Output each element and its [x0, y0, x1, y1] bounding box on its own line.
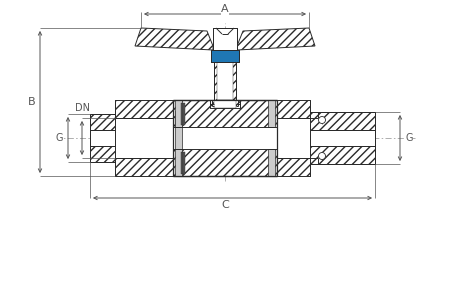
Bar	[277, 118, 310, 158]
Bar	[90, 130, 115, 146]
Bar	[277, 158, 310, 176]
Bar	[210, 100, 240, 108]
Polygon shape	[237, 28, 315, 50]
Bar	[175, 111, 182, 176]
Bar	[217, 62, 233, 100]
Text: G: G	[55, 133, 63, 143]
Text: C: C	[221, 200, 229, 210]
Bar	[115, 118, 173, 158]
Bar	[173, 100, 277, 176]
Bar	[214, 62, 236, 100]
Polygon shape	[135, 28, 213, 50]
Bar	[214, 100, 236, 108]
Circle shape	[319, 116, 325, 124]
Bar	[211, 50, 239, 62]
Text: DN: DN	[75, 103, 90, 113]
Bar	[183, 103, 185, 125]
Bar	[115, 158, 173, 176]
Text: G: G	[405, 133, 413, 143]
Bar	[268, 149, 275, 176]
Bar	[90, 114, 115, 162]
Bar	[211, 50, 239, 62]
Bar	[181, 103, 183, 125]
Bar	[310, 130, 375, 146]
Bar	[181, 152, 183, 174]
Bar	[115, 100, 173, 118]
Bar	[310, 112, 375, 164]
Bar	[277, 100, 310, 118]
Text: A: A	[221, 4, 229, 14]
Bar	[173, 127, 277, 149]
Bar	[183, 152, 185, 174]
Text: B: B	[28, 97, 36, 107]
Bar	[268, 100, 275, 127]
Bar	[175, 100, 182, 127]
Bar	[213, 28, 237, 50]
Circle shape	[319, 152, 325, 160]
